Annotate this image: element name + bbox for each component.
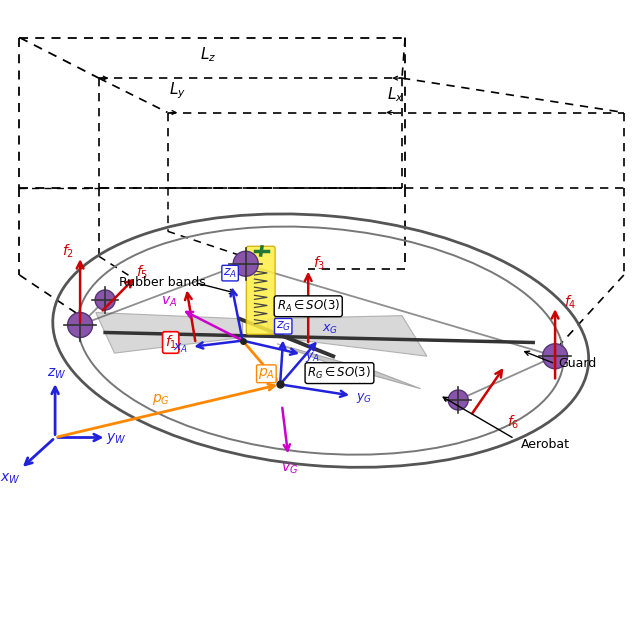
Text: $p_A$: $p_A$	[258, 366, 275, 381]
FancyBboxPatch shape	[246, 246, 275, 334]
Text: $f_{6}$: $f_{6}$	[507, 413, 520, 431]
Text: $f_{1}$: $f_{1}$	[164, 334, 177, 351]
Text: $L_z$: $L_z$	[200, 46, 216, 64]
Text: $f_{3}$: $f_{3}$	[314, 255, 326, 272]
Text: $v_G$: $v_G$	[281, 461, 298, 476]
Text: $x_G$: $x_G$	[322, 323, 338, 336]
Text: $y_A$: $y_A$	[305, 350, 320, 364]
Text: Aerobat: Aerobat	[521, 439, 570, 451]
Text: $z_W$: $z_W$	[47, 366, 66, 381]
Text: Rubber bands: Rubber bands	[120, 276, 206, 289]
Text: $x_W$: $x_W$	[0, 471, 20, 486]
Text: $f_{2}$: $f_{2}$	[61, 242, 74, 260]
Polygon shape	[277, 344, 420, 389]
Text: $y_G$: $y_G$	[356, 391, 372, 405]
Text: Guard: Guard	[558, 357, 596, 370]
Polygon shape	[268, 316, 427, 356]
Circle shape	[233, 251, 258, 276]
Text: $z_G$: $z_G$	[276, 320, 291, 332]
Polygon shape	[96, 312, 243, 353]
Text: $v_A$: $v_A$	[161, 294, 177, 309]
Text: $x_A$: $x_A$	[173, 342, 188, 354]
Text: $R_G \in SO(3)$: $R_G \in SO(3)$	[307, 365, 371, 381]
Text: $L_x$: $L_x$	[387, 86, 404, 104]
Text: $z_A$: $z_A$	[223, 267, 237, 279]
Text: $f_{5}$: $f_{5}$	[136, 263, 148, 281]
Text: $f_{4}$: $f_{4}$	[564, 294, 577, 311]
Text: $R_A \in SO(3)$: $R_A \in SO(3)$	[276, 298, 340, 314]
Text: $L_y$: $L_y$	[168, 81, 186, 101]
Circle shape	[543, 344, 568, 369]
Circle shape	[448, 390, 468, 410]
Text: $y_W$: $y_W$	[106, 431, 127, 446]
Text: $p_G$: $p_G$	[152, 392, 170, 408]
Circle shape	[68, 312, 93, 338]
Circle shape	[95, 290, 115, 310]
